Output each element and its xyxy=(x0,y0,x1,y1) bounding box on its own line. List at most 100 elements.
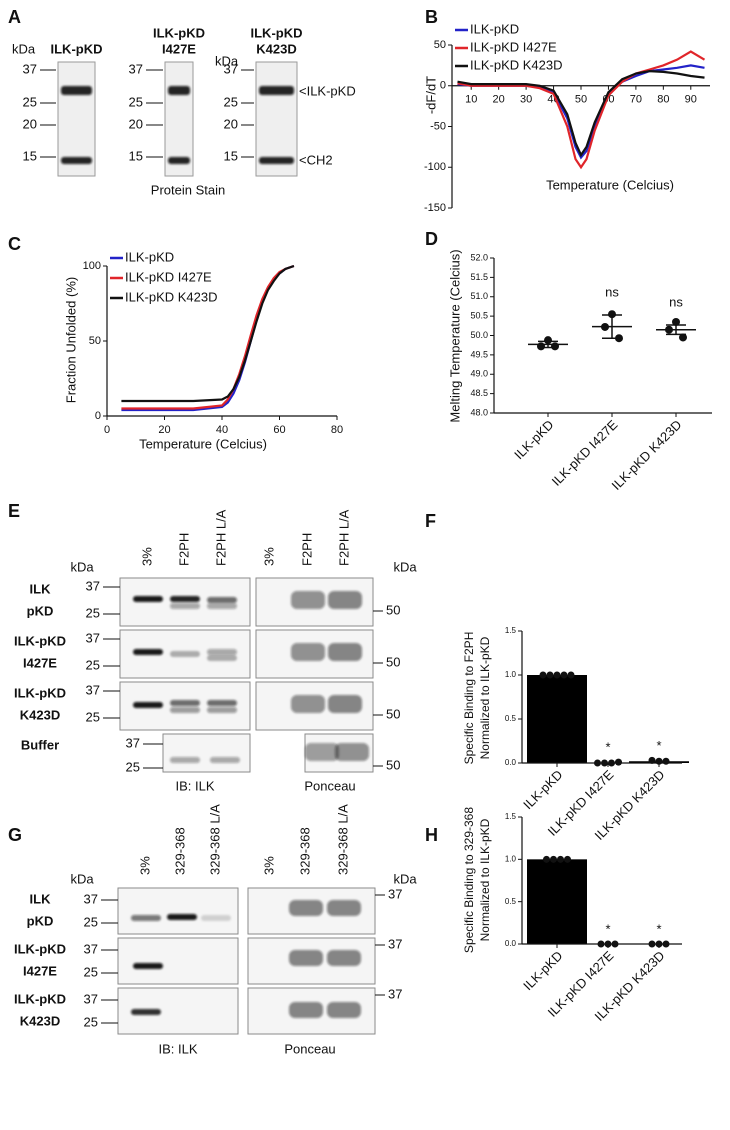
band xyxy=(207,707,237,713)
band xyxy=(291,695,325,713)
y-tick-label: 0 xyxy=(95,410,101,422)
band xyxy=(207,597,237,603)
row-label: K423D xyxy=(20,1013,60,1028)
row-label: ILK xyxy=(30,891,52,906)
caption: Ponceau xyxy=(304,778,355,793)
marker-label: 37 xyxy=(84,991,98,1006)
data-point xyxy=(615,758,622,766)
data-point xyxy=(608,310,616,319)
x-tick-label: 80 xyxy=(657,94,669,106)
marker-label: 50 xyxy=(386,602,400,617)
band xyxy=(289,900,323,916)
data-point xyxy=(662,757,670,765)
row-label: pKD xyxy=(27,913,54,928)
marker-label: 37 xyxy=(23,61,37,76)
band-label: <ILK-pKD xyxy=(299,83,356,98)
marker-label: 15 xyxy=(129,148,143,163)
y-tick-label: 48.0 xyxy=(470,407,488,417)
panel-letter: F xyxy=(425,511,436,531)
panel-letter: A xyxy=(8,7,21,27)
y-axis-label: Specific Binding to 329-368 xyxy=(462,807,476,953)
marker-label: 37 xyxy=(84,891,98,906)
band xyxy=(133,702,163,708)
band xyxy=(170,603,200,609)
marker-label: 25 xyxy=(84,914,98,929)
band xyxy=(328,695,362,713)
band xyxy=(327,950,361,966)
band xyxy=(170,651,200,657)
marker-label: 37 xyxy=(388,886,402,901)
significance-label: * xyxy=(605,921,610,936)
panel-letter: G xyxy=(8,825,22,845)
x-tick-label: 20 xyxy=(493,94,505,106)
kda-label: kDa xyxy=(70,871,94,886)
column-header: 329-368 L/A xyxy=(207,804,222,875)
caption: IB: ILK xyxy=(158,1041,197,1056)
marker-label: 25 xyxy=(224,94,238,109)
row-label: I427E xyxy=(23,655,57,670)
column-header: F2PH xyxy=(176,533,191,566)
y-tick-label: 1.5 xyxy=(505,626,517,635)
data-point xyxy=(662,940,670,948)
x-tick-label: 0 xyxy=(104,424,110,436)
marker-label: 37 xyxy=(388,986,402,1001)
data-point xyxy=(553,671,561,679)
marker-label: 37 xyxy=(86,682,100,697)
x-tick-label: 70 xyxy=(630,94,642,106)
data-point xyxy=(594,759,601,767)
marker-label: 25 xyxy=(126,759,140,774)
y-axis-label: Melting Temperature (Celcius) xyxy=(447,249,462,422)
band xyxy=(259,157,294,164)
series-line xyxy=(121,264,295,410)
y-tick-label: 52.0 xyxy=(470,252,488,262)
marker-label: 25 xyxy=(84,964,98,979)
kda-label: kDa xyxy=(393,559,417,574)
band xyxy=(335,743,369,761)
y-tick-label: 50.5 xyxy=(470,311,488,321)
x-tick-label: 80 xyxy=(331,424,343,436)
data-point xyxy=(546,671,554,679)
marker-label: 25 xyxy=(84,1014,98,1029)
legend-label: ILK-pKD xyxy=(125,249,174,264)
band xyxy=(167,914,197,920)
y-tick-label: 50.0 xyxy=(470,330,488,340)
marker-label: 37 xyxy=(86,630,100,645)
y-tick-label: -150 xyxy=(424,202,446,214)
series-line xyxy=(457,69,705,158)
y-tick-label: 48.5 xyxy=(470,388,488,398)
band xyxy=(61,86,92,95)
band xyxy=(207,700,237,706)
column-header: F2PH L/A xyxy=(213,509,228,566)
x-tick-label: 20 xyxy=(158,424,170,436)
band xyxy=(207,603,237,609)
y-axis-label: Specific Binding to F2PH xyxy=(462,632,476,765)
x-axis-label: Temperature (Celcius) xyxy=(546,177,674,192)
data-point xyxy=(597,940,605,948)
marker-label: 50 xyxy=(386,757,400,772)
band xyxy=(170,757,200,763)
column-header: F2PH xyxy=(299,533,314,566)
marker-label: 15 xyxy=(224,148,238,163)
x-tick-label: 60 xyxy=(273,424,285,436)
marker-label: 37 xyxy=(86,578,100,593)
band-label: <CH2 xyxy=(299,152,333,167)
y-tick-label: 0.5 xyxy=(505,897,517,906)
band xyxy=(131,915,161,921)
band xyxy=(289,950,323,966)
x-tick-label: 30 xyxy=(520,94,532,106)
marker-label: 25 xyxy=(86,657,100,672)
y-tick-label: 50 xyxy=(89,335,101,347)
data-point xyxy=(655,757,663,765)
y-tick-label: 1.5 xyxy=(505,812,517,821)
significance-label: ns xyxy=(605,284,619,299)
row-label: pKD xyxy=(27,603,54,618)
y-axis-label: Fraction Unfolded (%) xyxy=(63,277,78,403)
y-tick-label: 49.5 xyxy=(470,349,488,359)
marker-label: 15 xyxy=(23,148,37,163)
y-tick-label: 1.0 xyxy=(505,670,517,679)
data-point xyxy=(611,940,619,948)
band xyxy=(170,707,200,713)
marker-label: 37 xyxy=(129,61,143,76)
data-point xyxy=(608,759,615,767)
marker-label: 37 xyxy=(84,941,98,956)
